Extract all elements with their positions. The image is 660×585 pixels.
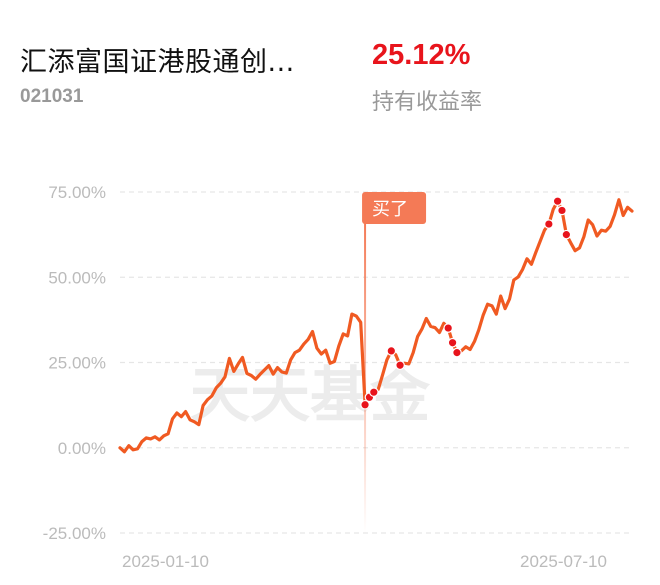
y-tick-label: 0.00% [58,439,106,458]
fund-name: 汇添富国证港股通创... [20,47,295,78]
transaction-point [369,387,379,397]
x-axis: 2025-01-10 2025-07-10 [122,552,607,571]
y-tick-label: 50.00% [48,268,106,287]
transaction-point [395,360,405,371]
transaction-point [443,323,454,333]
holding-return-value: 25.12% [372,39,471,71]
x-tick-label: 2025-07-10 [520,552,607,571]
buy-label: 买了 [372,199,408,220]
transaction-point [360,399,370,410]
holding-return-label: 持有收益率 [372,90,483,115]
buy-label-box [362,192,427,224]
transaction-point [557,205,567,216]
transaction-point [561,229,572,240]
y-axis: 75.00% 50.00% 25.00% 0.00% -25.00% [43,183,106,543]
y-tick-label: 75.00% [48,183,106,202]
transaction-point [552,196,563,207]
transaction-point [452,347,462,358]
transaction-points [360,196,572,410]
transaction-point [544,219,554,229]
transaction-point [386,346,397,356]
y-tick-label: 25.00% [48,354,106,373]
fund-code: 021031 [20,86,84,107]
transaction-point [447,337,458,348]
watermark-text: 天天基金 [190,361,431,431]
x-tick-label: 2025-01-10 [122,552,209,571]
y-tick-label: -25.00% [43,524,106,543]
